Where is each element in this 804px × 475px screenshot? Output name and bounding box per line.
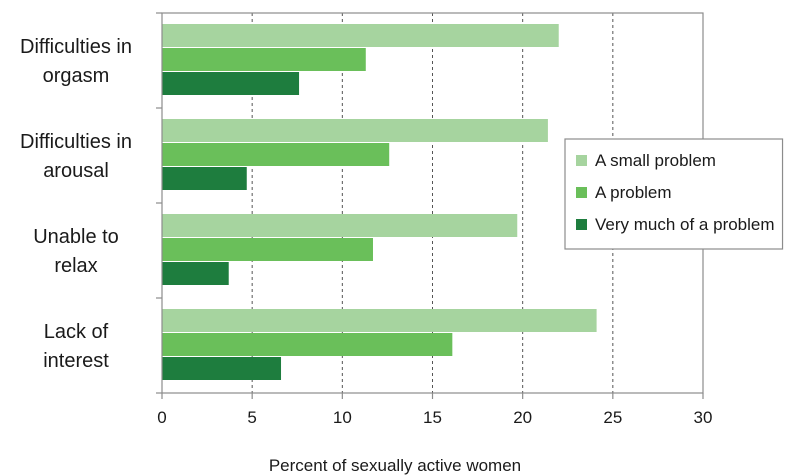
bar-1-1 <box>162 143 390 166</box>
category-label-3-line-0: Lack of <box>44 321 109 343</box>
x-tick-label-15: 15 <box>423 408 442 427</box>
bar-0-2 <box>162 72 300 95</box>
x-tick-label-5: 5 <box>247 408 256 427</box>
x-axis-ticks <box>161 393 704 399</box>
y-axis-ticks <box>156 12 162 394</box>
category-label-3-line-1: interest <box>43 350 109 372</box>
x-axis-tick-labels: 0 5 10 15 20 25 30 <box>157 408 712 427</box>
bar-2-2 <box>162 262 229 285</box>
bar-3-1 <box>162 333 453 356</box>
bars <box>162 24 597 380</box>
bar-3-2 <box>162 357 282 380</box>
bar-1-0 <box>162 119 548 142</box>
category-label-1-line-0: Difficulties in <box>20 131 132 153</box>
legend-label-0: A small problem <box>595 151 716 170</box>
x-tick-label-20: 20 <box>513 408 532 427</box>
x-tick-label-0: 0 <box>157 408 166 427</box>
category-label-0-line-0: Difficulties in <box>20 36 132 58</box>
x-tick-label-30: 30 <box>694 408 713 427</box>
category-label-1-line-1: arousal <box>43 160 109 182</box>
x-axis-title: Percent of sexually active women <box>269 456 521 475</box>
x-tick-label-10: 10 <box>333 408 352 427</box>
bar-1-2 <box>162 167 247 190</box>
category-label-2-line-0: Unable to <box>33 226 119 248</box>
legend-swatch-1 <box>576 187 587 198</box>
category-labels: Difficulties in orgasm Difficulties in arou… <box>20 36 132 372</box>
category-label-2-line-1: relax <box>54 255 97 277</box>
category-label-0-line-1: orgasm <box>43 65 110 87</box>
legend-label-1: A problem <box>595 183 672 202</box>
bar-0-0 <box>162 24 559 47</box>
legend: A small problem A problem Very much of a p… <box>564 138 784 250</box>
legend-swatch-2 <box>576 219 587 230</box>
bar-2-0 <box>162 214 518 237</box>
legend-label-2: Very much of a problem <box>595 215 775 234</box>
bar-0-1 <box>162 48 366 71</box>
bar-2-1 <box>162 238 373 261</box>
legend-items: A small problem A problem Very much of a p… <box>576 151 775 234</box>
bar-3-0 <box>162 309 597 332</box>
legend-swatch-0 <box>576 155 587 166</box>
legend-box <box>564 138 784 250</box>
x-tick-label-25: 25 <box>603 408 622 427</box>
